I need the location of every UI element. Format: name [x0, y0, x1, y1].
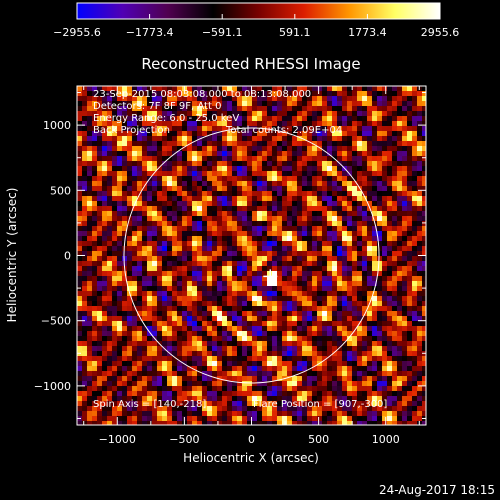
footer-date: 24-Aug-2017 18:15 [379, 483, 495, 497]
colorbar-tick-label: −591.1 [202, 26, 243, 39]
annotation-time-range: 23-Sep-2015 08:03:08.000 to 08:13:08.000 [93, 89, 311, 100]
x-axis-ticks: −1000 −500 0 500 1000 [83, 86, 420, 446]
colorbar-tick-label: 2955.6 [421, 26, 460, 39]
x-tick-label: −500 [169, 433, 199, 446]
y-axis-ticks: −1000 −500 0 500 1000 [34, 92, 426, 419]
annotations: 23-Sep-2015 08:03:08.000 to 08:13:08.000… [93, 89, 387, 410]
flare-marker [263, 269, 278, 284]
y-axis-title: Heliocentric Y (arcsec) [5, 188, 19, 323]
solar-limb-circle [123, 127, 380, 384]
colorbar-tick-label: 1773.4 [348, 26, 387, 39]
annotation-flare-position: Flare Position = [907,-300] [253, 399, 387, 410]
chart-title: Reconstructed RHESSI Image [141, 55, 360, 73]
x-axis-title: Heliocentric X (arcsec) [183, 451, 319, 465]
heatmap-image [77, 86, 426, 425]
y-tick-label: 0 [64, 250, 71, 263]
colorbar-tick-label: 591.1 [279, 26, 311, 39]
annotation-total-counts: Total counts: 2.09E+04 [225, 125, 342, 136]
annotation-method: Back Projection [93, 125, 170, 136]
colorbar-tick-label: −2955.6 [53, 26, 101, 39]
annotation-spin-axis: Spin Axis = [140,-218] [93, 399, 206, 410]
plot-area: −1000 −500 0 500 1000 −1000 −500 0 500 1000 [34, 85, 427, 446]
y-tick-label: 1000 [43, 119, 71, 132]
x-tick-label: 500 [308, 433, 329, 446]
colorbar: −2955.6 −1773.4 −591.1 591.1 1773.4 2955.6 [53, 2, 459, 39]
annotation-detectors: Detectors: 7F 8F 9F, Att 0 [93, 101, 221, 112]
y-tick-label: −500 [41, 315, 71, 328]
x-tick-label: 0 [248, 433, 255, 446]
annotation-energy-range: Energy Range: 6.0 - 25.0 keV [93, 113, 239, 124]
colorbar-gradient [76, 2, 441, 20]
colorbar-ticks: −2955.6 −1773.4 −591.1 591.1 1773.4 2955.6 [53, 14, 459, 39]
y-tick-label: −1000 [34, 380, 71, 393]
x-tick-label: −1000 [99, 433, 136, 446]
x-tick-label: 1000 [372, 433, 400, 446]
colorbar-tick-label: −1773.4 [126, 26, 174, 39]
y-tick-label: 500 [50, 184, 71, 197]
